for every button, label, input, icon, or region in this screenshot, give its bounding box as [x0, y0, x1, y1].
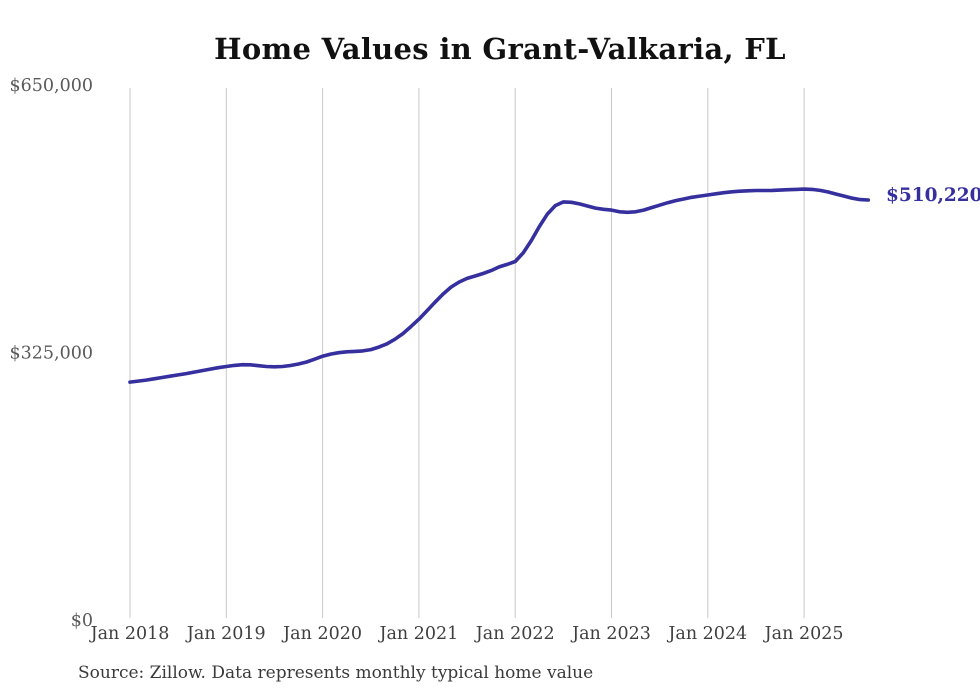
source-note: Source: Zillow. Data represents monthly … — [78, 663, 594, 683]
y-tick-label: $650,000 — [9, 76, 93, 96]
latest-value-label: $510,220 — [886, 185, 980, 206]
x-tick-label: Jan 2019 — [185, 624, 266, 644]
y-tick-label: $0 — [71, 611, 93, 631]
x-tick-label: Jan 2020 — [281, 624, 362, 644]
x-tick-label: Jan 2022 — [474, 624, 555, 644]
x-tick-label: Jan 2018 — [89, 624, 170, 644]
x-tick-label: Jan 2025 — [763, 624, 844, 644]
home-value-line — [128, 187, 871, 384]
x-tick-label: Jan 2021 — [377, 624, 458, 644]
chart-title: Home Values in Grant-Valkaria, FL — [214, 32, 786, 66]
x-tick-label: Jan 2024 — [666, 624, 747, 644]
x-tick-label: Jan 2023 — [570, 624, 651, 644]
y-tick-label: $325,000 — [9, 344, 93, 364]
